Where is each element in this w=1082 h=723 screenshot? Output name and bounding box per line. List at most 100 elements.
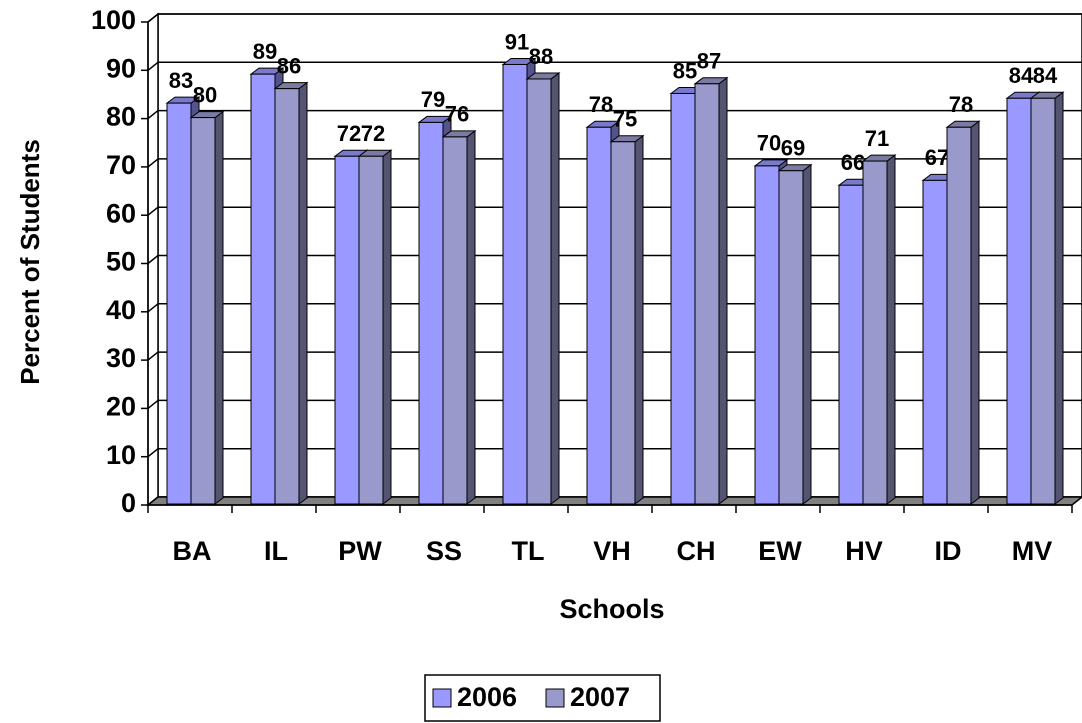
data-label: 84 — [1033, 63, 1058, 88]
data-label: 78 — [589, 92, 613, 117]
x-tick-label: CH — [677, 536, 716, 566]
bar-front — [502, 63, 528, 505]
bar — [525, 71, 561, 505]
bar-front — [922, 179, 948, 505]
bar-front — [274, 88, 300, 505]
bar — [837, 178, 873, 505]
data-label: 75 — [613, 107, 637, 132]
x-tick-label: MV — [1012, 536, 1053, 566]
x-axis-title: Schools — [559, 594, 664, 624]
bar-side — [802, 163, 812, 505]
bar — [777, 163, 813, 505]
data-label: 85 — [673, 58, 697, 83]
data-label: 80 — [193, 82, 217, 107]
grid-line — [147, 13, 159, 23]
data-label: 83 — [169, 68, 193, 93]
data-label: 69 — [781, 136, 805, 161]
x-tick-label: TL — [512, 536, 545, 566]
bar-side — [718, 76, 728, 505]
x-tick-label: EW — [758, 536, 802, 566]
grid-line — [147, 61, 159, 71]
x-tick-label: PW — [338, 536, 382, 566]
bar-front — [1030, 97, 1056, 505]
legend-label: 2007 — [570, 682, 630, 712]
data-label: 72 — [361, 121, 385, 146]
bar-side — [1054, 91, 1064, 505]
data-label: 76 — [445, 102, 469, 127]
y-tick-label: 90 — [106, 53, 136, 83]
data-label: 72 — [337, 121, 361, 146]
y-tick-label: 20 — [106, 392, 136, 422]
bar-side — [550, 71, 560, 505]
bar — [441, 129, 477, 505]
bar-side — [634, 134, 644, 505]
data-label: 79 — [421, 87, 445, 112]
data-label: 70 — [757, 131, 781, 156]
bar-front — [838, 184, 864, 505]
legend-swatch — [432, 688, 452, 708]
y-tick-label: 0 — [121, 488, 136, 518]
data-label: 67 — [925, 145, 949, 170]
bar-side — [214, 110, 224, 505]
data-label: 88 — [529, 44, 553, 69]
bar-front — [586, 126, 612, 505]
data-label: 87 — [697, 49, 721, 74]
data-label: 86 — [277, 53, 301, 78]
bar-front — [778, 170, 804, 505]
data-label: 91 — [505, 29, 529, 54]
bar-front — [358, 155, 384, 505]
bar-front — [418, 121, 444, 505]
bar-front — [610, 141, 636, 505]
bar-front — [754, 165, 780, 505]
data-label: 89 — [253, 39, 277, 64]
bar — [1029, 91, 1065, 505]
x-tick-label: BA — [173, 536, 212, 566]
y-tick-label: 10 — [106, 440, 136, 470]
grid-line — [147, 351, 159, 361]
grid-line — [147, 158, 159, 168]
bar — [945, 120, 981, 505]
bar-side — [298, 81, 308, 505]
data-label: 84 — [1009, 63, 1034, 88]
x-tick-label: IL — [264, 536, 288, 566]
y-tick-label: 60 — [106, 198, 136, 228]
y-tick-label: 50 — [106, 247, 136, 277]
x-tick-label: ID — [935, 536, 962, 566]
data-label: 71 — [865, 126, 889, 151]
bar-front — [670, 92, 696, 505]
bar-front — [526, 78, 552, 505]
bar — [609, 134, 645, 505]
x-tick-label: HV — [845, 536, 883, 566]
grid-line — [147, 206, 159, 216]
bar — [861, 154, 897, 505]
grid-line — [147, 303, 159, 313]
bar — [693, 76, 729, 505]
bar — [357, 149, 393, 505]
bar-front — [1006, 97, 1032, 505]
grid-line — [147, 448, 159, 458]
bar-front — [862, 160, 888, 505]
bar-side — [382, 149, 392, 505]
bar-front — [166, 102, 192, 505]
bar-front — [334, 155, 360, 505]
bar — [189, 110, 225, 505]
bar-side — [886, 154, 896, 505]
legend-swatch — [545, 688, 565, 708]
bar-side — [466, 129, 476, 505]
x-tick-label: VH — [593, 536, 631, 566]
bar — [273, 81, 309, 505]
grid-line — [147, 110, 159, 120]
legend — [424, 674, 661, 722]
y-axis-title: Percent of Students — [15, 139, 45, 385]
bar-front — [694, 83, 720, 505]
y-tick-label: 70 — [106, 150, 136, 180]
bar-front — [442, 136, 468, 505]
bar-side — [970, 120, 980, 505]
y-tick-label: 100 — [91, 5, 136, 35]
y-tick-label: 30 — [106, 343, 136, 373]
bar-front — [946, 126, 972, 505]
y-tick-label: 40 — [106, 295, 136, 325]
grid-line — [147, 399, 159, 409]
data-label: 66 — [841, 150, 865, 175]
